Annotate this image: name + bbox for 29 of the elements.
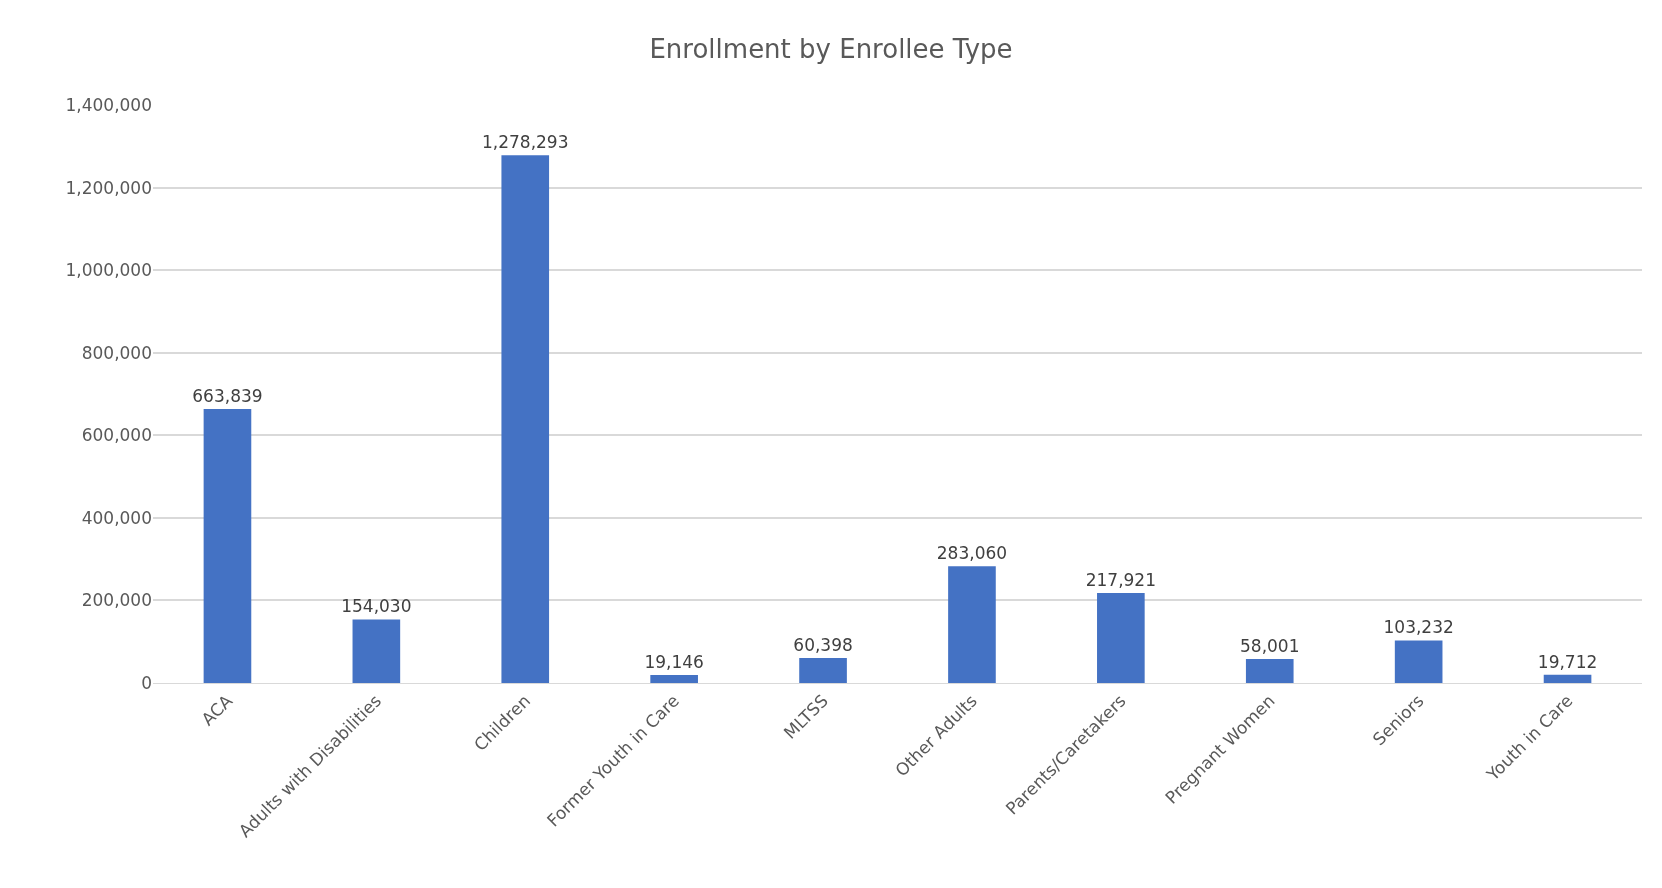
- bar: [948, 566, 996, 683]
- data-label: 60,398: [793, 635, 853, 656]
- bar: [501, 155, 550, 683]
- bar: [203, 408, 252, 683]
- data-label: 663,839: [192, 385, 263, 406]
- y-tick-label: 1,200,000: [65, 177, 152, 198]
- data-label: 1,278,293: [481, 132, 569, 153]
- data-label: 217,921: [1085, 570, 1157, 591]
- bar: [352, 619, 401, 683]
- y-tick-label: 200,000: [81, 590, 152, 611]
- y-tick-label: 400,000: [81, 507, 152, 528]
- data-label: 154,030: [341, 596, 412, 617]
- y-tick-label: 0: [141, 672, 152, 693]
- data-label: 283,060: [936, 543, 1008, 564]
- bar: [1245, 659, 1294, 683]
- data-label: 103,232: [1383, 617, 1454, 638]
- y-tick-label: 1,000,000: [65, 260, 152, 281]
- data-label: 19,712: [1537, 651, 1598, 672]
- bar: [799, 658, 847, 683]
- bar: [650, 675, 698, 683]
- bar: [1097, 593, 1145, 683]
- y-tick-label: 800,000: [81, 342, 152, 363]
- bar: [1543, 674, 1592, 683]
- data-label: 19,146: [644, 652, 704, 673]
- y-tick-label: 600,000: [81, 425, 152, 446]
- chart-title: Enrollment by Enrollee Type: [649, 34, 1013, 65]
- bar: [1394, 640, 1443, 683]
- data-label: 58,001: [1240, 636, 1300, 657]
- y-tick-label: 1,400,000: [65, 94, 152, 115]
